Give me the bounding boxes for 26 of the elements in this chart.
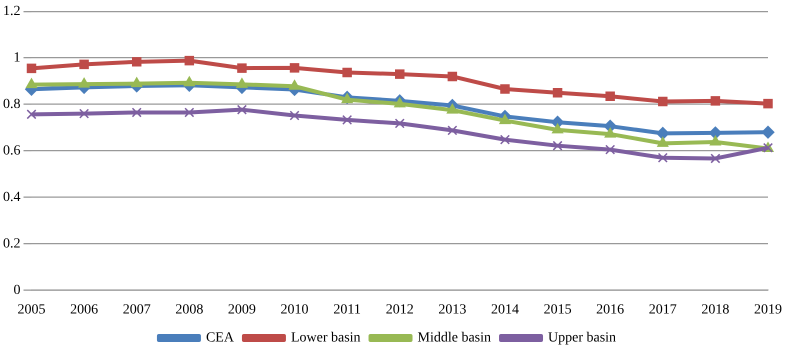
x-tick-label: 2005 [18, 302, 46, 318]
y-tick-label: 0.4 [3, 190, 20, 205]
x-tick-label: 2011 [333, 302, 361, 318]
x-tick-label: 2017 [648, 302, 677, 318]
x-tick-label: 2019 [754, 302, 782, 318]
y-tick-label: 0 [14, 282, 20, 298]
x-tick-label: 2010 [280, 302, 309, 318]
y-tick-label: 0.6 [3, 143, 20, 158]
x-tick-label: 2006 [70, 302, 98, 318]
legend-label: Lower basin [290, 330, 361, 346]
x-tick-label: 2018 [701, 302, 730, 318]
x-tick-label: 2012 [386, 302, 414, 318]
x-tick-label: 2009 [228, 302, 256, 318]
legend-label: Upper basin [548, 330, 616, 346]
legend-label: Middle basin [418, 330, 492, 346]
y-tick-label: 1 [14, 50, 20, 66]
x-tick-label: 2007 [122, 302, 151, 318]
y-tick-label: 0.8 [3, 97, 20, 112]
x-tick-label: 2008 [175, 302, 204, 318]
x-tick-label: 2014 [490, 302, 519, 318]
y-tick-label: 1.2 [3, 4, 20, 20]
legend-label: CEA [206, 330, 235, 346]
x-tick-label: 2015 [544, 302, 572, 318]
x-tick-label: 2016 [596, 302, 624, 318]
y-tick-label: 0.2 [3, 236, 20, 252]
x-tick-label: 2013 [438, 302, 466, 318]
